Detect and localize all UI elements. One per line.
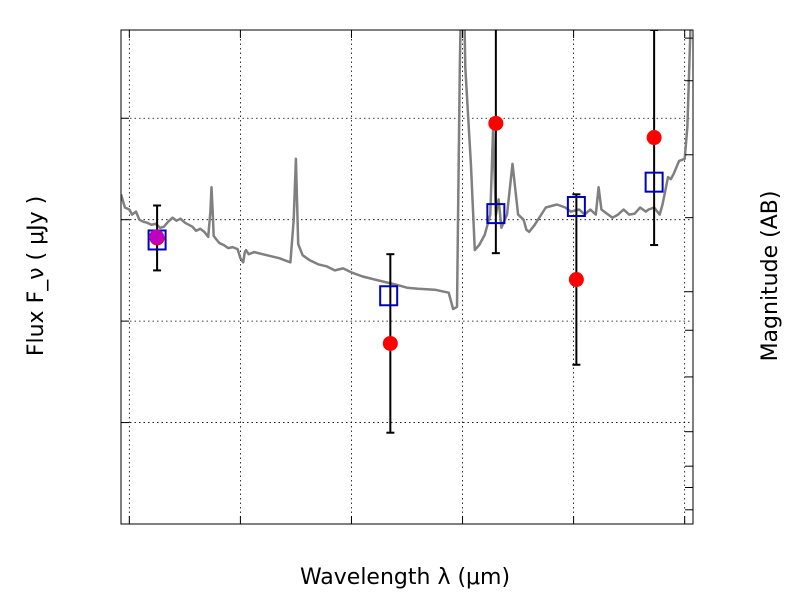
model-spectrum-line (121, 30, 692, 311)
model-photometry-square (644, 171, 664, 193)
series-layer (121, 30, 692, 434)
right-axis-label: Magnitude (AB) (758, 191, 783, 362)
model-photometry-square (566, 196, 586, 218)
observed-flux-point (488, 115, 504, 131)
model-photometry-square (379, 285, 399, 307)
model-photometry-square (486, 203, 506, 225)
plot-frame (120, 29, 694, 525)
observed-flux-point (568, 272, 584, 288)
magenta-point (149, 229, 165, 245)
x-axis-label: Wavelength λ (μm) (300, 565, 510, 590)
ticks-layer (121, 30, 693, 525)
y-axis-label: Flux F_ν ( μJy ) (24, 196, 49, 356)
observed-flux-point (646, 130, 662, 146)
grid-lines (121, 30, 693, 524)
observed-flux-point (382, 335, 398, 351)
